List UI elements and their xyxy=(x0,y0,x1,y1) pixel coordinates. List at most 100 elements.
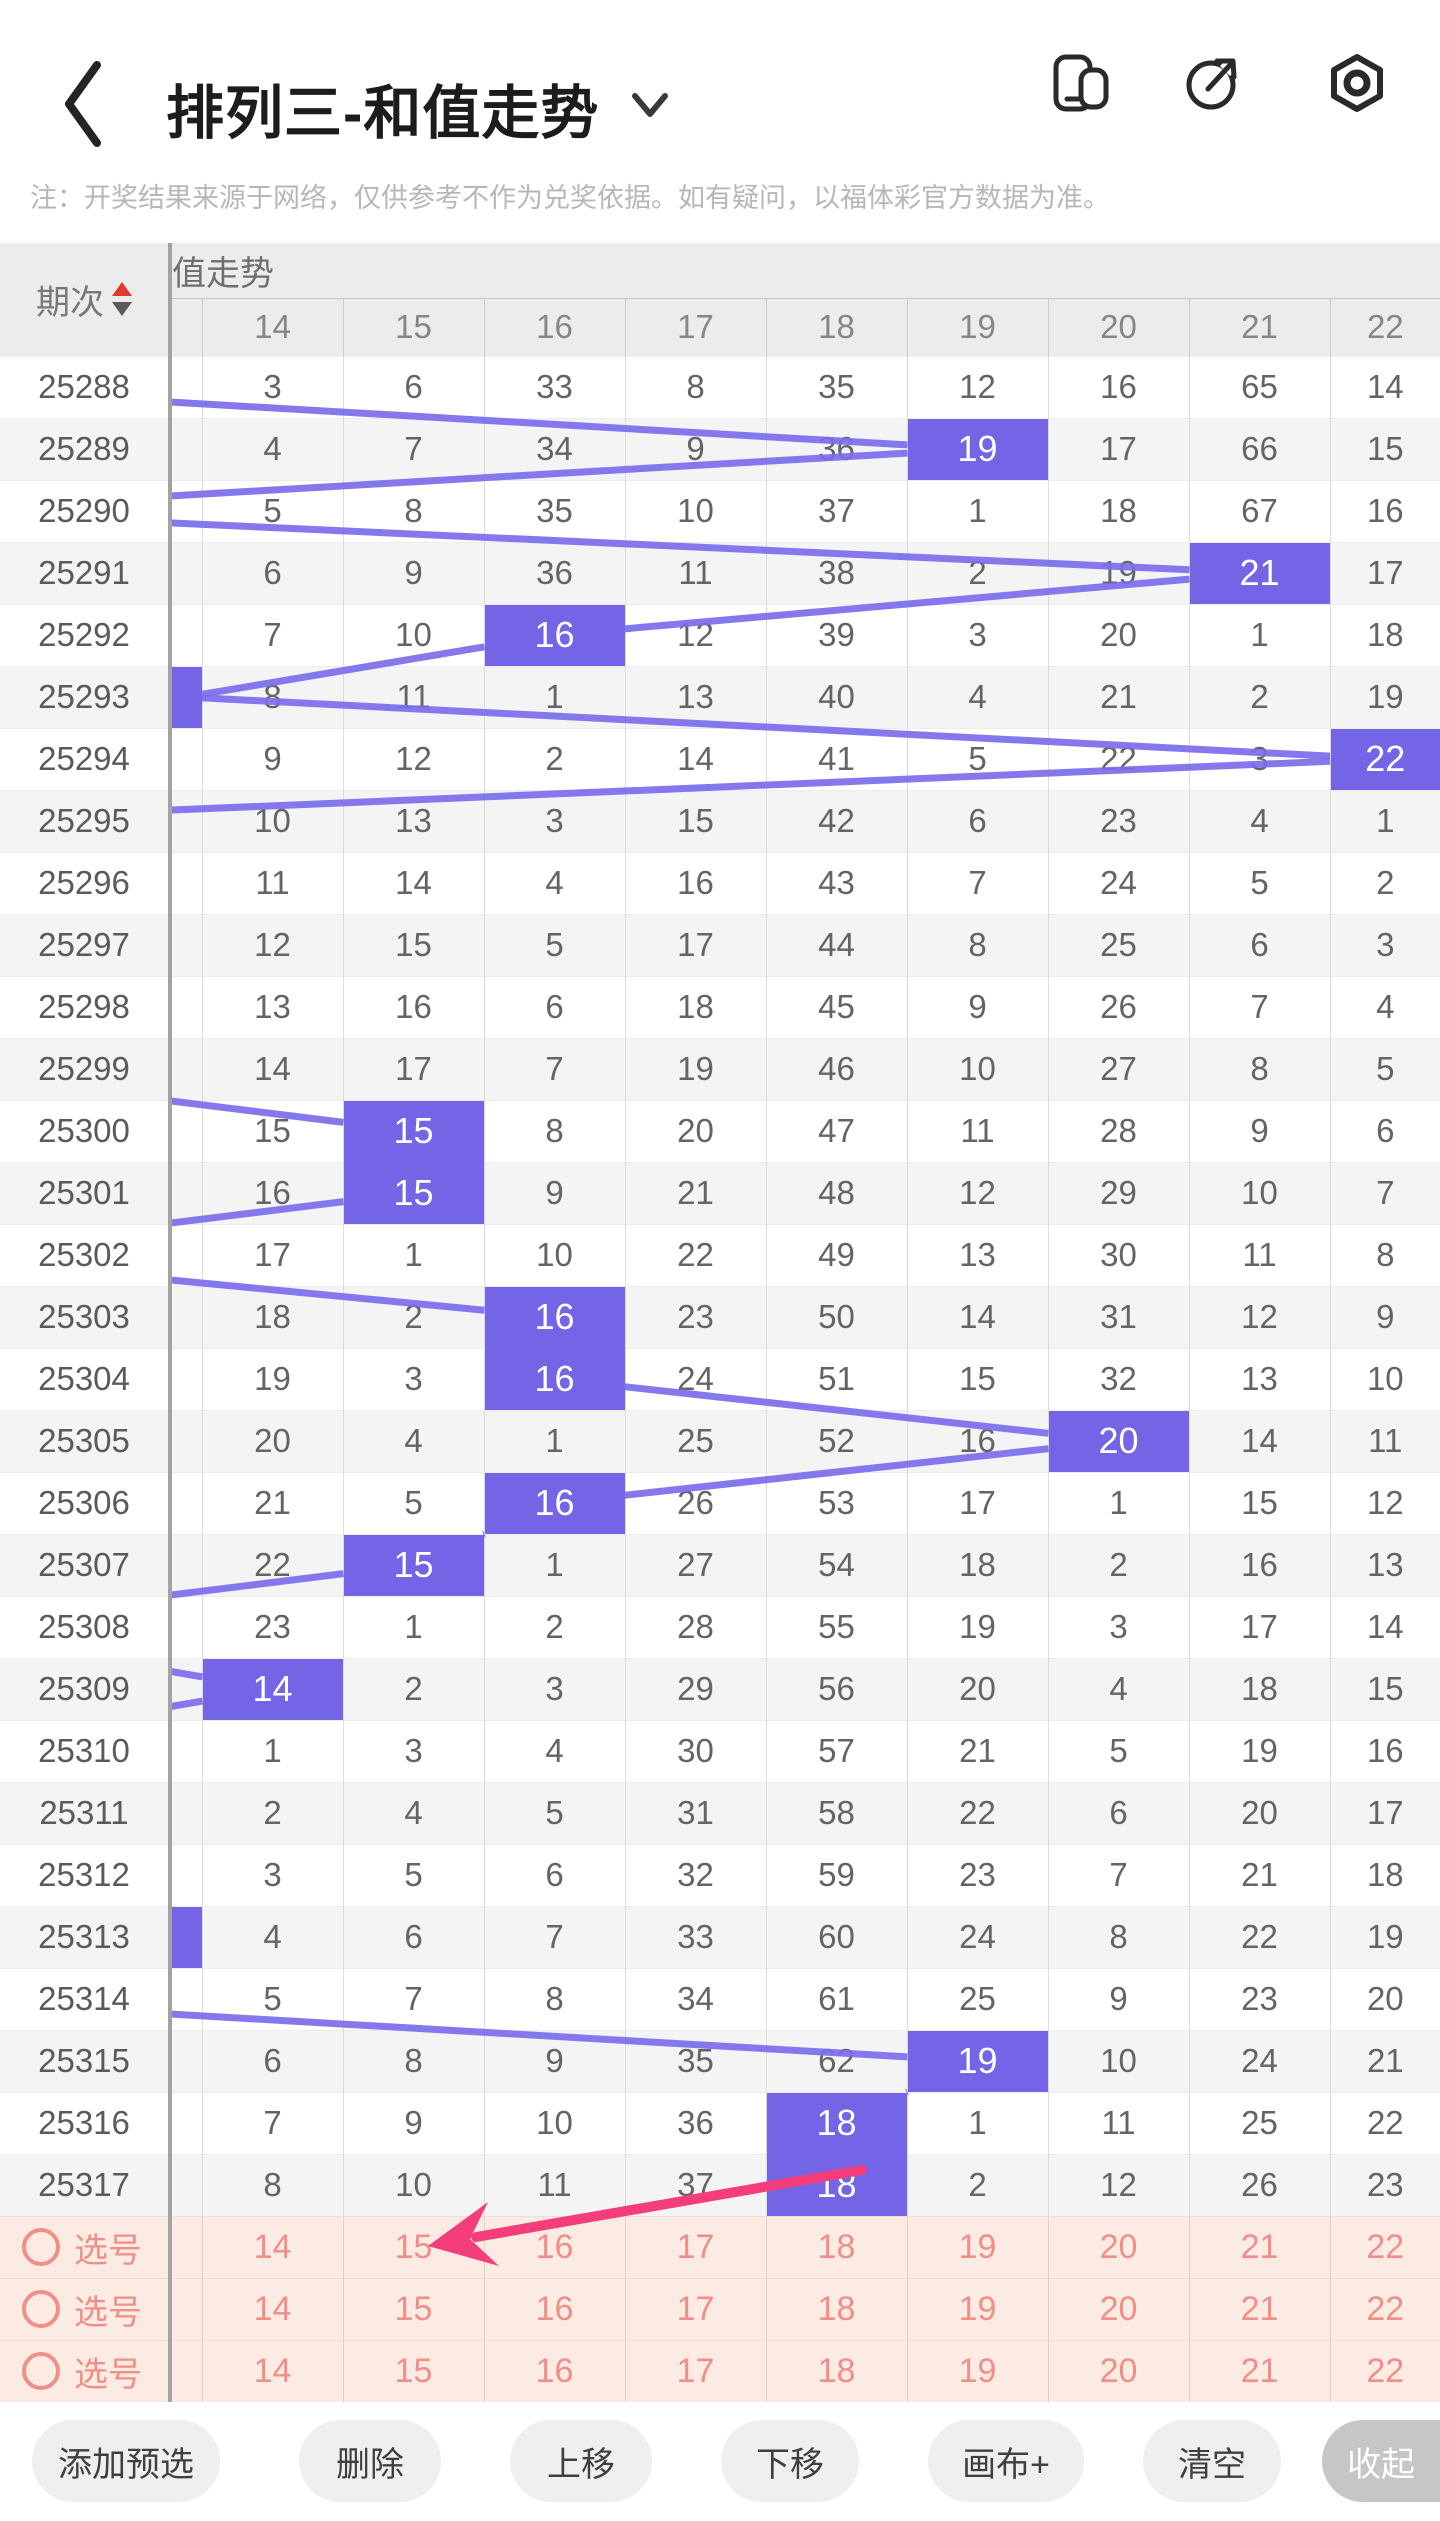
trend-cell: 39 xyxy=(765,603,907,666)
trend-cell: 4 xyxy=(1047,1657,1189,1720)
trend-cell: 9 xyxy=(624,417,766,480)
collapse-button[interactable]: 收起 xyxy=(1322,2420,1440,2502)
trend-cell: 11 xyxy=(483,2153,625,2216)
sort-icons xyxy=(112,282,132,317)
trend-cell: 12 xyxy=(201,913,343,976)
pick-cell[interactable]: 19 xyxy=(906,2215,1048,2278)
sort-desc-icon[interactable] xyxy=(112,302,132,317)
pick-cell[interactable]: 17 xyxy=(624,2339,766,2402)
trend-cell: 19 xyxy=(624,1037,766,1100)
trend-cell: 17 xyxy=(1047,417,1189,480)
pick-radio[interactable] xyxy=(22,2228,60,2266)
trend-cell: 2 xyxy=(201,1781,343,1844)
pick-cell[interactable]: 17 xyxy=(624,2215,766,2278)
trend-cell: 19 xyxy=(906,1595,1048,1658)
trend-cell: 3 xyxy=(483,789,625,852)
pick-cell[interactable]: 18 xyxy=(765,2215,907,2278)
move-down-button[interactable]: 下移 xyxy=(721,2420,859,2502)
trend-cell: 4 xyxy=(201,417,343,480)
chevron-down-icon[interactable] xyxy=(630,88,670,122)
pick-cell[interactable]: 14 xyxy=(201,2339,343,2402)
pick-cell[interactable]: 19 xyxy=(906,2277,1048,2340)
trend-cell: 35 xyxy=(624,2029,766,2092)
pick-cell[interactable]: 21 xyxy=(1188,2339,1330,2402)
pick-cell[interactable]: 14 xyxy=(201,2277,343,2340)
trend-cell: 21 xyxy=(1329,2029,1440,2092)
cards-icon[interactable] xyxy=(1052,53,1110,113)
column-header-14: 14 xyxy=(201,298,343,356)
trend-cell: 56 xyxy=(765,1657,907,1720)
share-icon[interactable] xyxy=(1184,53,1242,113)
trend-cell: 12 xyxy=(624,603,766,666)
trend-cell: 5 xyxy=(342,1471,484,1534)
pick-radio[interactable] xyxy=(22,2352,60,2391)
table-row-25308: 25308 23 1 2 28 55 19 3 17 14 xyxy=(0,1595,1440,1658)
pick-cell[interactable]: 19 xyxy=(906,2339,1048,2402)
pick-cell[interactable]: 22 xyxy=(1329,2277,1440,2340)
pick-radio[interactable] xyxy=(22,2290,60,2328)
settings-icon[interactable] xyxy=(1328,53,1386,113)
trend-cell: 37 xyxy=(765,479,907,542)
trend-cell: 1 xyxy=(483,665,625,728)
trend-cell: 47 xyxy=(765,1099,907,1162)
pick-row-2: 选号 14 15 16 17 18 19 20 21 22 xyxy=(0,2277,1440,2340)
trend-cell: 13 xyxy=(906,1223,1048,1286)
trend-cell: 10 xyxy=(201,789,343,852)
pick-cell[interactable]: 21 xyxy=(1188,2215,1330,2278)
gutter-cell xyxy=(170,479,202,542)
period-cell: 25309 xyxy=(0,1657,172,1720)
trend-cell-highlight: 21 xyxy=(1188,541,1330,604)
pick-cell[interactable]: 22 xyxy=(1329,2339,1440,2402)
pick-cell[interactable]: 20 xyxy=(1047,2277,1189,2340)
sort-asc-icon[interactable] xyxy=(112,282,132,297)
trend-cell: 2 xyxy=(1329,851,1440,914)
column-header-19: 19 xyxy=(906,298,1048,356)
pick-cell[interactable]: 17 xyxy=(624,2277,766,2340)
pick-cell[interactable]: 15 xyxy=(342,2277,484,2340)
add-preselect-button[interactable]: 添加预选 xyxy=(32,2420,220,2502)
pick-cell[interactable]: 18 xyxy=(765,2339,907,2402)
pick-cell[interactable]: 22 xyxy=(1329,2215,1440,2278)
gutter-cell xyxy=(170,2277,202,2340)
back-icon[interactable] xyxy=(60,58,106,150)
trend-cell: 6 xyxy=(483,975,625,1038)
trend-cell: 28 xyxy=(1047,1099,1189,1162)
pick-cell[interactable]: 20 xyxy=(1047,2339,1189,2402)
trend-cell: 1 xyxy=(906,479,1048,542)
trend-cell: 8 xyxy=(624,355,766,418)
pick-cell[interactable]: 15 xyxy=(342,2215,484,2278)
trend-cell: 6 xyxy=(201,541,343,604)
trend-cell: 34 xyxy=(483,417,625,480)
trend-cell: 14 xyxy=(1188,1409,1330,1472)
pick-cell[interactable]: 16 xyxy=(483,2215,625,2278)
move-up-button[interactable]: 上移 xyxy=(510,2420,652,2502)
trend-cell: 3 xyxy=(201,1843,343,1906)
pick-cell[interactable]: 14 xyxy=(201,2215,343,2278)
trend-cell: 45 xyxy=(765,975,907,1038)
table-row-25301: 25301 16 15 9 21 48 12 29 10 7 xyxy=(0,1161,1440,1224)
trend-cell: 1 xyxy=(1047,1471,1189,1534)
trend-cell: 7 xyxy=(342,417,484,480)
trend-cell: 26 xyxy=(1188,2153,1330,2216)
canvas-button[interactable]: 画布+ xyxy=(928,2420,1084,2502)
pick-cell[interactable]: 15 xyxy=(342,2339,484,2402)
trend-cell: 3 xyxy=(906,603,1048,666)
clear-button[interactable]: 清空 xyxy=(1143,2420,1281,2502)
trend-cell: 7 xyxy=(201,2091,343,2154)
trend-cell: 6 xyxy=(483,1843,625,1906)
period-column-header[interactable]: 期次 xyxy=(0,243,172,356)
trend-cell: 24 xyxy=(624,1347,766,1410)
delete-button[interactable]: 删除 xyxy=(299,2420,441,2502)
pick-cell[interactable]: 18 xyxy=(765,2277,907,2340)
trend-cell-highlight: 15 xyxy=(342,1099,484,1162)
pick-cell[interactable]: 16 xyxy=(483,2277,625,2340)
pick-cell[interactable]: 20 xyxy=(1047,2215,1189,2278)
trend-cell: 4 xyxy=(906,665,1048,728)
trend-cell: 13 xyxy=(1329,1533,1440,1596)
pick-cell[interactable]: 21 xyxy=(1188,2277,1330,2340)
pick-cell[interactable]: 16 xyxy=(483,2339,625,2402)
trend-cell: 9 xyxy=(201,727,343,790)
gutter-cell xyxy=(170,1223,202,1286)
trend-cell: 5 xyxy=(483,913,625,976)
trend-cell: 11 xyxy=(1188,1223,1330,1286)
